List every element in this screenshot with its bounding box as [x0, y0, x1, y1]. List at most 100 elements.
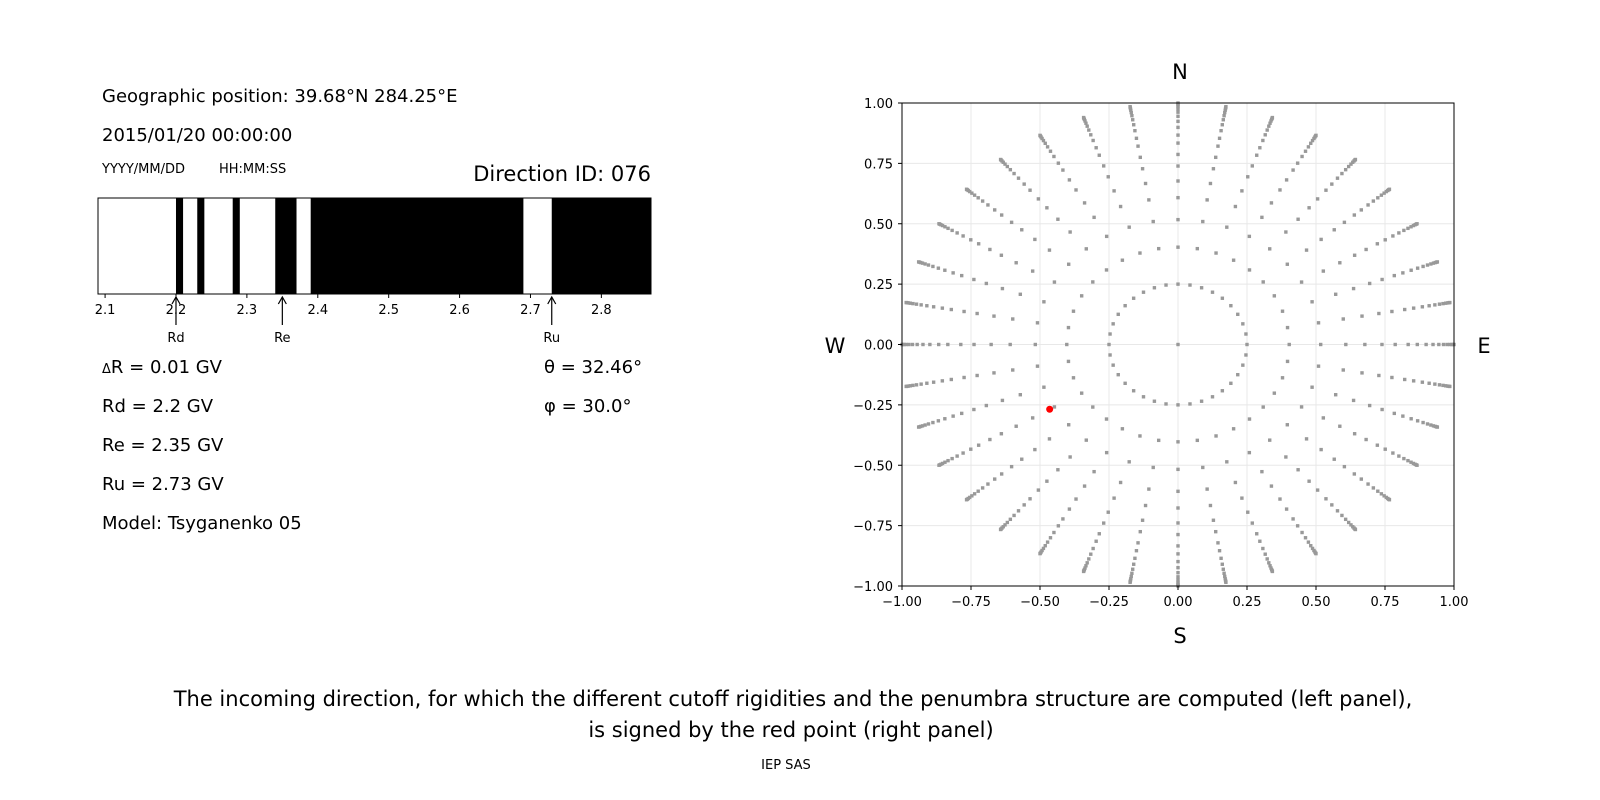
footer-credit: IEP SAS	[761, 758, 811, 773]
grid-point	[1091, 280, 1095, 284]
grid-point	[1056, 217, 1060, 221]
compass-east: E	[1477, 334, 1490, 358]
grid-point	[951, 414, 955, 418]
caption-line-2: is signed by the red point (right panel)	[588, 718, 993, 742]
grid-point	[1223, 574, 1227, 579]
grid-point	[943, 268, 947, 272]
grid-point	[1036, 197, 1041, 201]
grid-point	[1129, 110, 1133, 115]
grid-point	[1225, 460, 1229, 464]
grid-point	[1270, 115, 1275, 120]
grid-point	[950, 456, 954, 461]
grid-point	[1084, 121, 1088, 125]
grid-point	[1409, 460, 1413, 464]
grid-point	[1033, 447, 1037, 452]
grid-point	[1151, 465, 1155, 470]
direction-id: Direction ID: 076	[473, 162, 651, 186]
grid-point	[1102, 521, 1106, 525]
grid-point	[1391, 451, 1395, 455]
grid-point	[1225, 225, 1229, 229]
grid-point	[1152, 399, 1157, 403]
grid-point	[1221, 118, 1225, 122]
grid-point	[1380, 277, 1384, 282]
grid-point	[1222, 114, 1226, 118]
grid-point	[1138, 434, 1142, 438]
grid-point	[1043, 543, 1047, 548]
grid-point	[1437, 302, 1442, 306]
grid-point	[1333, 292, 1338, 296]
grid-point	[919, 382, 923, 386]
grid-point	[1127, 225, 1131, 229]
grid-point	[1379, 193, 1384, 197]
grid-point	[1143, 181, 1148, 186]
x-tick-label: 0.00	[1164, 595, 1193, 610]
grid-point	[950, 228, 954, 233]
grid-point	[964, 498, 969, 502]
grid-point	[1231, 427, 1236, 431]
grid-point	[1066, 325, 1071, 330]
grid-point	[1094, 146, 1098, 150]
grid-point	[1108, 332, 1112, 336]
grid-point	[931, 420, 935, 425]
grid-point	[1085, 561, 1089, 565]
grid-point	[1375, 443, 1380, 447]
grid-point	[1236, 312, 1240, 317]
grid-point	[1342, 464, 1347, 469]
grid-point	[1296, 468, 1300, 472]
grid-point	[1382, 191, 1386, 195]
grid-point	[1287, 342, 1291, 347]
grid-point	[1138, 251, 1142, 255]
grid-point	[1314, 551, 1318, 556]
grid-point	[925, 304, 929, 308]
grid-point	[916, 260, 921, 264]
grid-point	[916, 425, 921, 429]
grid-point	[1211, 167, 1216, 171]
grid-point	[1047, 248, 1052, 252]
grid-point	[1291, 517, 1295, 521]
direction-scatter: −1.00 −0.75 −0.50 −0.25 0.00 0.25 0.50 0.75 1.00…	[853, 97, 1468, 610]
grid-point	[1268, 247, 1272, 251]
grid-point	[1415, 463, 1419, 467]
grid-point	[1131, 567, 1135, 571]
grid-point	[1176, 552, 1180, 556]
grid-point	[946, 342, 950, 347]
grid-point	[1091, 405, 1095, 409]
grid-point	[1045, 145, 1050, 149]
grid-point	[1210, 395, 1215, 399]
grid-point	[931, 305, 936, 309]
grid-point	[1104, 417, 1109, 421]
grid-point	[1176, 195, 1180, 200]
grid-point	[1260, 215, 1264, 220]
grid-point	[1344, 342, 1348, 347]
grid-point	[1000, 286, 1005, 291]
grid-point	[1387, 498, 1392, 502]
grid-point	[955, 454, 959, 458]
grid-point	[1304, 248, 1309, 252]
grid-point	[1082, 201, 1087, 205]
grid-point	[1219, 556, 1223, 561]
grid-point	[1233, 480, 1238, 485]
grid-point	[1375, 242, 1380, 246]
grid-point	[999, 253, 1004, 257]
grid-point	[1296, 217, 1300, 221]
grid-point	[914, 302, 919, 306]
grid-point	[1448, 342, 1452, 347]
grid-point	[937, 342, 941, 347]
x-tick-label: 2.6	[449, 303, 470, 318]
grid-point	[1152, 286, 1157, 290]
grid-point	[1285, 423, 1290, 427]
grid-point	[972, 407, 976, 412]
grid-point	[998, 527, 1003, 532]
rd-value: Rd = 2.2 GV	[102, 396, 214, 417]
grid-point	[1367, 281, 1372, 286]
grid-point	[1236, 372, 1240, 377]
grid-point	[1352, 472, 1357, 476]
grid-point	[1241, 322, 1245, 326]
grid-point	[1246, 510, 1250, 514]
grid-point	[1284, 230, 1288, 234]
grid-point	[1415, 419, 1420, 423]
grid-point	[1014, 261, 1018, 265]
grid-point	[1377, 311, 1381, 316]
grid-point	[1201, 219, 1205, 224]
grid-point	[1247, 417, 1252, 421]
